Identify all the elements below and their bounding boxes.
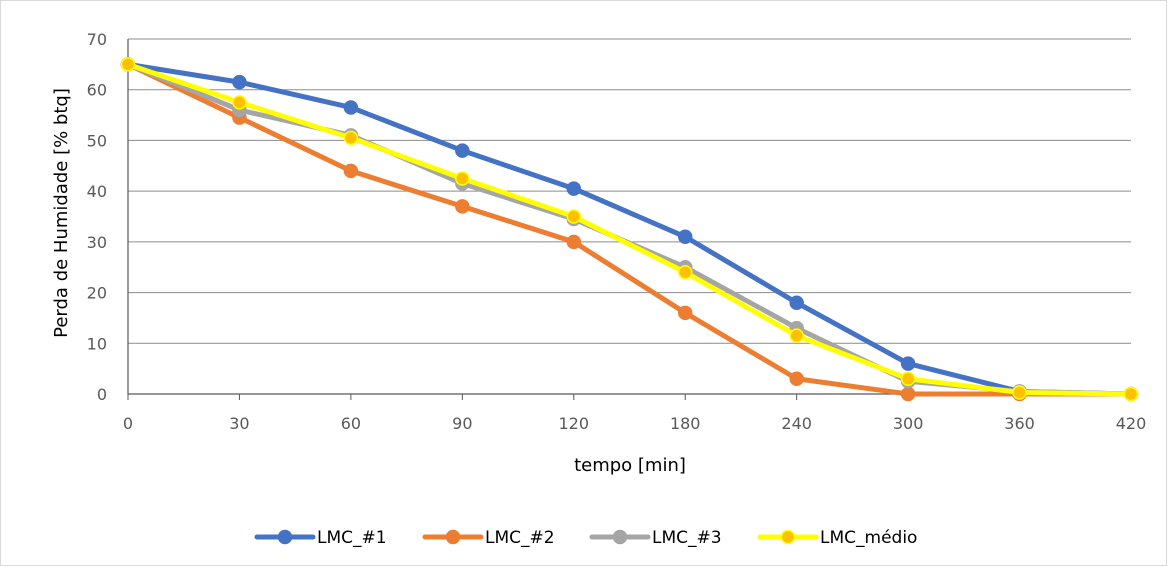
legend-item: LMC_#3	[589, 528, 722, 548]
data-point	[789, 328, 804, 343]
x-tick-label: 300	[893, 414, 924, 433]
data-point	[343, 130, 359, 146]
legend-label: LMC_médio	[820, 528, 917, 548]
gridlines	[128, 38, 1131, 344]
data-point	[343, 100, 359, 115]
y-tick-label: 30	[87, 233, 107, 252]
data-point	[120, 57, 136, 72]
legend-swatch-marker	[445, 529, 461, 545]
data-point	[677, 229, 693, 245]
y-tick-label: 50	[87, 131, 107, 150]
data-point	[789, 371, 804, 387]
legend-swatch-marker	[780, 529, 796, 545]
y-tick-label: 0	[97, 385, 107, 404]
data-point	[455, 143, 470, 158]
x-tick-label: 360	[1004, 414, 1035, 433]
x-tick-label: 90	[452, 414, 472, 433]
data-point	[900, 356, 916, 371]
data-point	[343, 163, 359, 179]
legend-label: LMC_#2	[485, 528, 555, 548]
legend-swatch-marker	[277, 529, 293, 545]
data-point	[1012, 385, 1027, 400]
x-tick-label: 420	[1116, 414, 1147, 433]
x-tick-label: 30	[229, 414, 249, 433]
y-axis-title: Perda de Humidade [% btq]	[51, 88, 72, 338]
y-tick-label: 70	[87, 30, 107, 49]
data-point	[566, 209, 582, 224]
x-axis-title: tempo [min]	[574, 455, 686, 476]
x-tick-label: 120	[559, 414, 590, 433]
data-point	[566, 234, 582, 250]
data-point	[455, 199, 470, 214]
series-line	[125, 61, 1134, 397]
data-point	[900, 386, 916, 402]
series-line	[125, 61, 1134, 397]
data-point	[677, 305, 693, 321]
data-point	[1123, 386, 1139, 402]
x-tick-label: 60	[341, 414, 361, 433]
y-tick-label: 40	[87, 182, 107, 201]
y-tick-label: 10	[87, 334, 107, 353]
series-line	[125, 61, 1134, 397]
legend-label: LMC_#1	[317, 528, 387, 548]
data-point	[566, 181, 582, 196]
legend-item: LMC_#1	[254, 528, 387, 548]
series-LMC_médio	[120, 57, 1139, 402]
legend-swatch-marker	[612, 529, 628, 545]
x-tick-label: 240	[781, 414, 812, 433]
data-point	[232, 95, 247, 110]
legend-item: LMC_#2	[422, 528, 555, 548]
data-point	[232, 74, 247, 90]
legend: LMC_#1 LMC_#2 LMC_#3 LMC_médio	[254, 528, 917, 548]
y-tick-label: 20	[87, 284, 107, 303]
y-tick-label: 60	[87, 81, 107, 100]
series-lines	[120, 57, 1139, 402]
legend-label: LMC_#3	[652, 528, 722, 548]
legend-item: LMC_médio	[757, 528, 917, 548]
data-point	[455, 171, 470, 186]
data-point	[789, 295, 804, 310]
data-point	[900, 371, 916, 387]
x-tick-label: 180	[670, 414, 701, 433]
data-point	[677, 265, 693, 280]
tick-labels: 0 10 20 30 40 50 60 70 0 30 60 90 120 180 240 300 360 420	[87, 30, 1147, 433]
x-tick-label: 0	[123, 414, 133, 433]
